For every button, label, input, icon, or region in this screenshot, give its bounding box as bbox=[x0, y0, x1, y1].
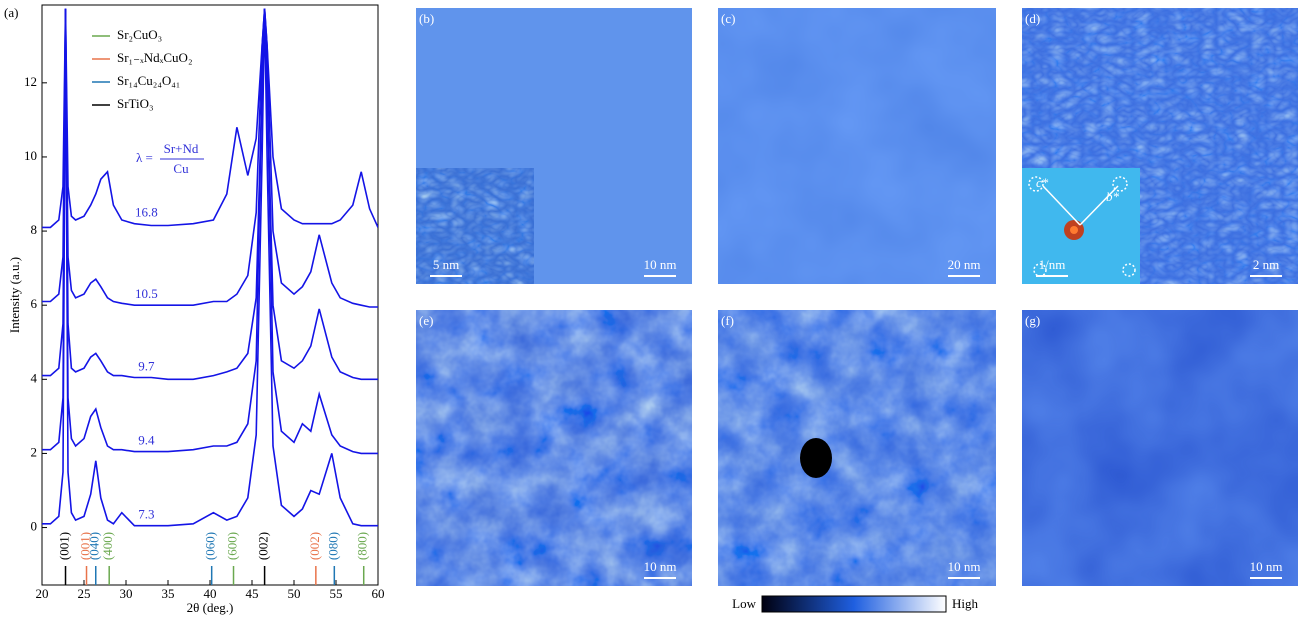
y-axis-title: Intensity (a.u.) bbox=[7, 257, 22, 333]
panel-label: (e) bbox=[419, 313, 433, 328]
image-c bbox=[718, 8, 996, 284]
reflection-label: (001) bbox=[57, 532, 72, 560]
colorbar-low: Low bbox=[732, 596, 756, 611]
reflection-label: (600) bbox=[225, 532, 240, 560]
annotation: Sr+Nd bbox=[164, 141, 199, 156]
reflection-label: (002) bbox=[307, 532, 322, 560]
x-tick-label: 60 bbox=[372, 586, 385, 601]
panel-label: (a) bbox=[4, 5, 18, 20]
curve-label: 16.8 bbox=[135, 205, 158, 220]
colorbar bbox=[762, 596, 946, 612]
figure: Low High (b) 10 nm 5 nm (c) 20 nm (d) 2 nm 1/nm… bbox=[0, 0, 1298, 620]
x-tick-label: 40 bbox=[204, 586, 217, 601]
image-f bbox=[718, 310, 996, 586]
scale-label: 20 nm bbox=[948, 257, 981, 272]
reflection-label: (400) bbox=[100, 532, 115, 560]
x-tick-label: 45 bbox=[246, 586, 259, 601]
xrd-curve bbox=[42, 9, 378, 307]
inset-scale-label: 1/nm bbox=[1039, 257, 1066, 272]
y-tick-label: 10 bbox=[24, 148, 37, 163]
y-tick-label: 12 bbox=[24, 74, 37, 89]
scale-label: 10 nm bbox=[644, 559, 677, 574]
curve-label: 9.7 bbox=[138, 358, 155, 373]
x-tick-label: 30 bbox=[120, 586, 133, 601]
image-e bbox=[416, 310, 692, 586]
inset-label: b* bbox=[1106, 189, 1120, 204]
curve-label: 10.5 bbox=[135, 286, 158, 301]
x-tick-label: 50 bbox=[288, 586, 301, 601]
reflection-label: (060) bbox=[203, 532, 218, 560]
legend-label: Sr₁₋ₓNdₓCuO₂ bbox=[117, 50, 192, 65]
image-d bbox=[1022, 8, 1298, 284]
annotation: Cu bbox=[173, 161, 189, 176]
plot-area bbox=[42, 9, 378, 526]
reflection-label: (800) bbox=[355, 532, 370, 560]
reflection-label: (002) bbox=[256, 532, 271, 560]
image-b bbox=[416, 8, 692, 284]
plot-frame bbox=[42, 5, 378, 585]
y-tick-label: 0 bbox=[31, 519, 38, 534]
legend-label: Sr₂CuO₃ bbox=[117, 27, 162, 42]
x-axis-title: 2θ (deg.) bbox=[187, 600, 234, 615]
x-tick-label: 25 bbox=[78, 586, 91, 601]
panel-label: (d) bbox=[1025, 11, 1040, 26]
xrd-curve bbox=[42, 9, 378, 228]
scale-label: 10 nm bbox=[948, 559, 981, 574]
x-tick-label: 20 bbox=[36, 586, 49, 601]
page: Low High (b) 10 nm 5 nm (c) 20 nm (d) 2 nm 1/nm… bbox=[0, 0, 1298, 620]
panel-label: (g) bbox=[1025, 313, 1040, 328]
y-tick-label: 4 bbox=[31, 370, 38, 385]
curve-label: 9.4 bbox=[138, 433, 155, 448]
y-tick-label: 2 bbox=[31, 444, 38, 459]
legend-label: SrTiO₃ bbox=[117, 96, 154, 111]
scale-label: 10 nm bbox=[1250, 559, 1283, 574]
image-g bbox=[1022, 310, 1298, 586]
annotation: λ = bbox=[136, 150, 153, 165]
reflection-label: (080) bbox=[325, 532, 340, 560]
inset-scale-label: 5 nm bbox=[433, 257, 459, 272]
x-tick-label: 35 bbox=[162, 586, 175, 601]
y-tick-label: 6 bbox=[31, 296, 38, 311]
legend-label: Sr₁₄Cu₂₄O₄₁ bbox=[117, 73, 180, 88]
xrd-curve bbox=[42, 9, 378, 454]
inset-label: c* bbox=[1036, 175, 1049, 190]
curve-label: 7.3 bbox=[138, 507, 154, 522]
colorbar-high: High bbox=[952, 596, 979, 611]
panel-label: (f) bbox=[721, 313, 734, 328]
xrd-curve bbox=[42, 9, 378, 380]
x-tick-label: 55 bbox=[330, 586, 343, 601]
y-tick-label: 8 bbox=[31, 222, 38, 237]
panel-label: (c) bbox=[721, 11, 735, 26]
scale-label: 2 nm bbox=[1253, 257, 1279, 272]
panel-label: (b) bbox=[419, 11, 434, 26]
scale-label: 10 nm bbox=[644, 257, 677, 272]
